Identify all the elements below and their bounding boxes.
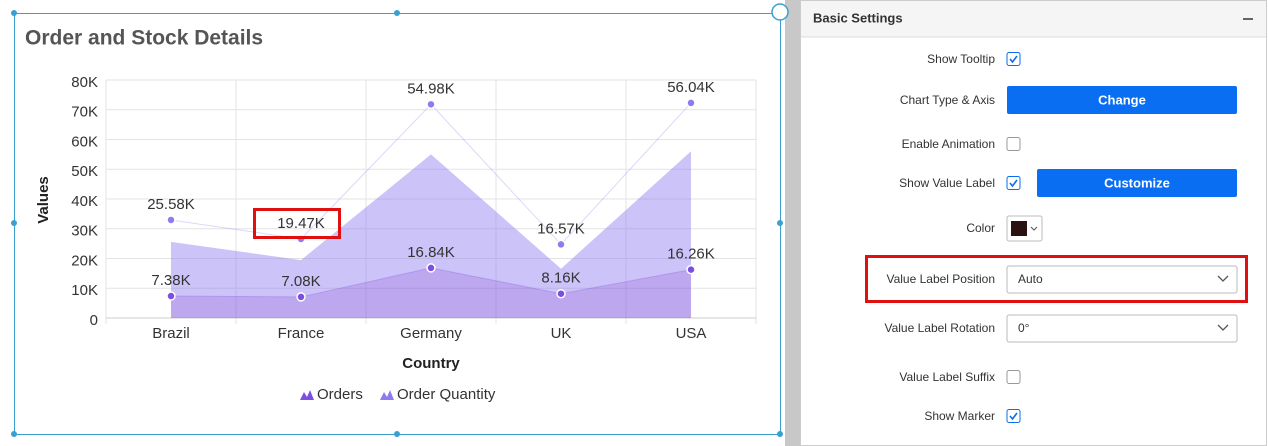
legend-icon [380, 390, 394, 400]
dropdown[interactable] [1006, 314, 1238, 343]
checkmark [1009, 412, 1018, 421]
plot: 0 10K 20K 30K 40K 50K 60K 70K 80K 7.38K 7.08K 16.84… [71, 74, 757, 403]
settings-title: Basic Settings [813, 10, 903, 25]
marker [426, 99, 436, 110]
setting-label: Show Tooltip [927, 52, 995, 66]
y-tick-label: 30K [71, 223, 98, 240]
chart-title: Order and Stock Details [25, 27, 263, 50]
x-tick-label: UK [551, 325, 572, 342]
marker [556, 288, 566, 299]
dropdown-value: 0° [1018, 321, 1030, 335]
y-tick-label: 60K [71, 133, 98, 150]
y-tick-label: 50K [71, 163, 98, 180]
color-swatch [1011, 221, 1027, 236]
setting-label: Color [966, 221, 995, 235]
y-tick-label: 10K [71, 282, 98, 299]
marker [296, 292, 306, 302]
chevron [1217, 324, 1229, 331]
value-label: 8.16K [541, 270, 580, 287]
area-fill [171, 151, 691, 297]
marker [686, 98, 696, 108]
resize-handles [11, 10, 783, 437]
marker [166, 291, 176, 301]
checkbox[interactable] [1006, 370, 1021, 384]
marker [166, 215, 176, 225]
x-tick-label: Germany [400, 325, 462, 342]
value-label: 16.84K [407, 244, 455, 261]
divider [785, 0, 800, 446]
checkmark [1009, 55, 1018, 64]
setting-label: Value Label Suffix [899, 370, 995, 384]
value-label: 25.58K [147, 196, 195, 213]
marker [686, 264, 696, 275]
checkbox[interactable] [1006, 52, 1021, 66]
checkmark [1009, 179, 1018, 188]
value-label: 7.38K [151, 272, 190, 289]
y-tick-label: 40K [71, 193, 98, 210]
value-label: 56.04K [667, 79, 715, 96]
y-axis-title: Values [35, 176, 52, 224]
marker [556, 239, 566, 250]
dropdown-value: Auto [1018, 272, 1043, 286]
value-label: 7.08K [281, 273, 320, 290]
settings-header [801, 1, 1266, 37]
setting-label: Enable Animation [902, 137, 995, 151]
settings-rows: Show Tooltip Chart Type & Axis Change Enabl… [884, 52, 1238, 423]
button-label: Change [1098, 92, 1146, 107]
x-axis-title: Country [402, 355, 460, 372]
button[interactable] [1007, 86, 1237, 114]
legend-icon [300, 390, 314, 400]
y-tick-label: 80K [71, 74, 98, 91]
setting-label: Show Value Label [899, 176, 995, 190]
value-label: 16.26K [667, 246, 715, 263]
settings-gear[interactable] [771, 3, 789, 21]
marker [426, 263, 436, 273]
y-tick-label: 70K [71, 104, 98, 121]
area-fill [171, 267, 691, 318]
highlight-box [253, 208, 341, 239]
setting-label: Value Label Rotation [884, 321, 995, 335]
value-label: 19.47K [277, 215, 325, 232]
chevron [1217, 275, 1229, 282]
setting-label: Value Label Position [886, 272, 995, 286]
checkbox[interactable] [1006, 137, 1021, 151]
highlight-box [865, 255, 1248, 303]
y-tick-label: 20K [71, 252, 98, 269]
value-label: 16.57K [537, 220, 585, 237]
legend-label: Order Quantity [397, 386, 496, 403]
x-tick-label: USA [676, 325, 707, 342]
checkbox[interactable] [1006, 409, 1021, 423]
x-tick-label: Brazil [152, 325, 190, 342]
y-tick-label: 0 [90, 312, 98, 329]
chevron [1030, 226, 1038, 231]
setting-label: Chart Type & Axis [900, 93, 995, 107]
setting-label: Show Marker [924, 409, 995, 423]
legend-label: Orders [317, 386, 363, 403]
checkbox[interactable] [1006, 176, 1021, 190]
x-tick-label: France [278, 325, 325, 342]
dropdown[interactable] [1006, 265, 1238, 294]
value-label: 54.98K [407, 80, 455, 97]
button[interactable] [1037, 169, 1237, 197]
button-label: Customize [1104, 175, 1170, 190]
